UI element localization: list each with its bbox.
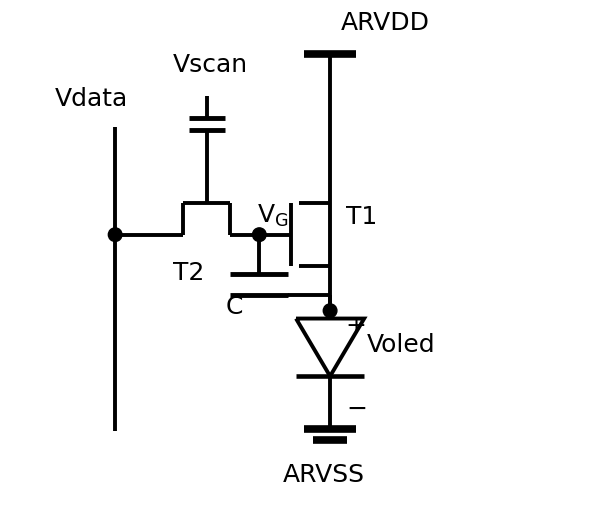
Text: T1: T1 [346,206,377,229]
Circle shape [253,228,266,241]
Text: Vdata: Vdata [55,87,128,112]
Text: T2: T2 [173,261,204,285]
Text: $-$: $-$ [346,396,366,419]
Text: ARVSS: ARVSS [283,463,365,487]
Text: ARVDD: ARVDD [341,12,430,35]
Text: +: + [346,315,367,338]
Text: Vscan: Vscan [173,53,248,77]
Text: Voled: Voled [367,333,435,357]
Text: V$_\mathregular{G}$: V$_\mathregular{G}$ [257,203,288,229]
Circle shape [323,304,337,317]
Text: C: C [225,295,243,319]
Circle shape [109,228,122,241]
